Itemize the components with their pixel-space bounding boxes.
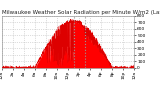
Text: Milwaukee Weather Solar Radiation per Minute W/m2 (Last 24 Hours): Milwaukee Weather Solar Radiation per Mi… (2, 10, 160, 15)
